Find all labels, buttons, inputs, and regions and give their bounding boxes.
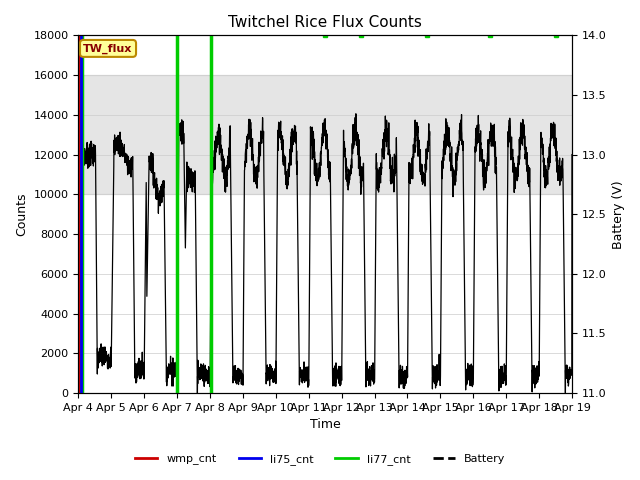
Text: TW_flux: TW_flux — [83, 43, 132, 54]
Y-axis label: Counts: Counts — [15, 192, 28, 236]
X-axis label: Time: Time — [310, 419, 340, 432]
Title: Twitchel Rice Flux Counts: Twitchel Rice Flux Counts — [228, 15, 422, 30]
Bar — [79, 75, 572, 194]
Y-axis label: Battery (V): Battery (V) — [612, 180, 625, 249]
Legend: wmp_cnt, li75_cnt, li77_cnt, Battery: wmp_cnt, li75_cnt, li77_cnt, Battery — [131, 450, 509, 469]
